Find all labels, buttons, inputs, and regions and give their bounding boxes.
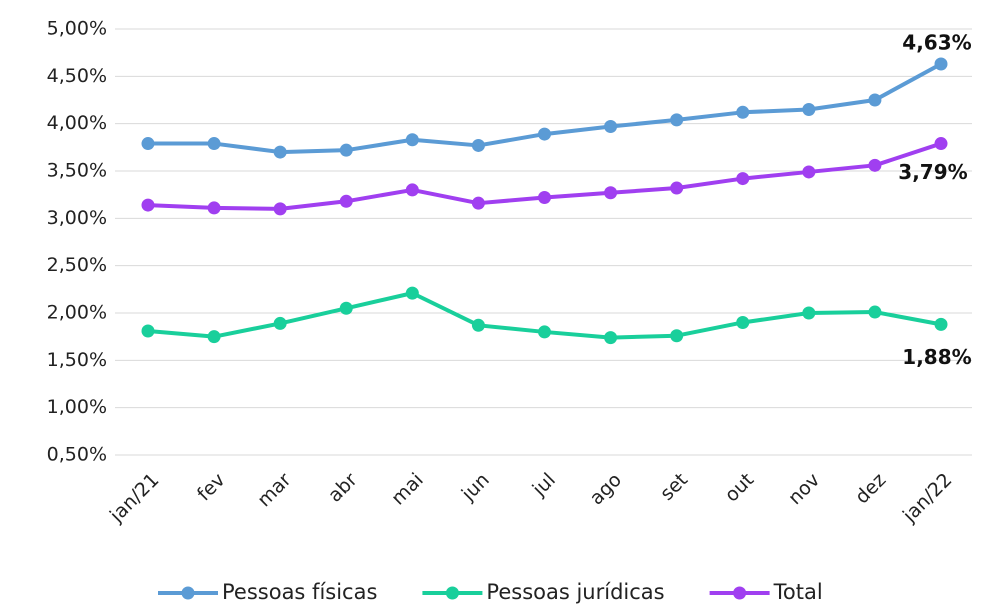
marker [670,113,684,127]
marker [934,137,948,151]
marker [736,105,750,119]
marker [273,202,287,216]
marker [670,181,684,195]
marker [868,158,882,172]
legend: Pessoas físicas Pessoas jurídicas Total [158,580,823,604]
marker [405,286,419,300]
x-tick-label: mar [253,469,296,512]
x-tick-label: fev [193,469,230,506]
legend-label: Pessoas físicas [222,580,377,604]
marker [141,137,155,151]
x-tick-label: abr [324,469,362,507]
legend-label: Pessoas jurídicas [486,580,664,604]
y-tick-label: 2,50% [47,254,107,276]
x-tick-label: ago [585,469,626,510]
y-tick-label: 5,00% [47,18,107,40]
legend-marker [733,586,747,600]
marker [339,143,353,157]
marker [471,196,485,210]
marker [802,102,816,116]
marker [471,318,485,332]
x-tick-label: dez [851,469,890,508]
marker [868,93,882,107]
marker [670,329,684,343]
marker [604,120,618,134]
x-tick-label: jun [457,469,494,506]
marker [339,301,353,315]
legend-label: Total [773,580,823,604]
y-tick-label: 4,00% [47,112,107,134]
y-tick-label: 4,50% [47,65,107,87]
marker [802,165,816,179]
marker [538,191,551,205]
marker [538,325,551,339]
x-tick-label: nov [784,469,824,509]
marker [538,127,551,141]
y-tick-label: 3,50% [47,160,107,182]
y-tick-label: 0,50% [47,444,107,466]
marker [141,324,155,338]
marker [405,183,419,197]
data-label: 4,63% [902,31,971,55]
legend-marker [445,586,459,600]
marker [207,137,221,151]
y-tick-label: 3,00% [47,207,107,229]
x-tick-label: out [721,469,759,507]
marker [736,315,750,329]
marker [273,145,287,159]
marker [405,133,419,147]
marker [471,138,485,152]
marker [868,305,882,319]
marker [736,172,750,186]
x-tick-label: jan/22 [898,469,956,527]
legend-marker [181,586,195,600]
marker [934,317,948,331]
marker [141,198,155,212]
x-tick-label: mai [387,469,428,510]
data-label: 1,88% [902,345,971,369]
marker [604,186,618,200]
marker [207,330,221,344]
x-tick-label: jul [528,469,560,501]
marker [802,306,816,320]
data-label: 3,79% [898,160,967,184]
y-tick-label: 2,00% [47,302,107,324]
marker [934,57,948,71]
y-tick-label: 1,50% [47,349,107,371]
marker [339,194,353,208]
y-tick-label: 1,00% [47,396,107,418]
x-tick-label: jan/21 [105,469,163,527]
marker [273,316,287,330]
marker [207,201,221,215]
x-tick-label: set [656,469,692,505]
marker [604,331,618,345]
